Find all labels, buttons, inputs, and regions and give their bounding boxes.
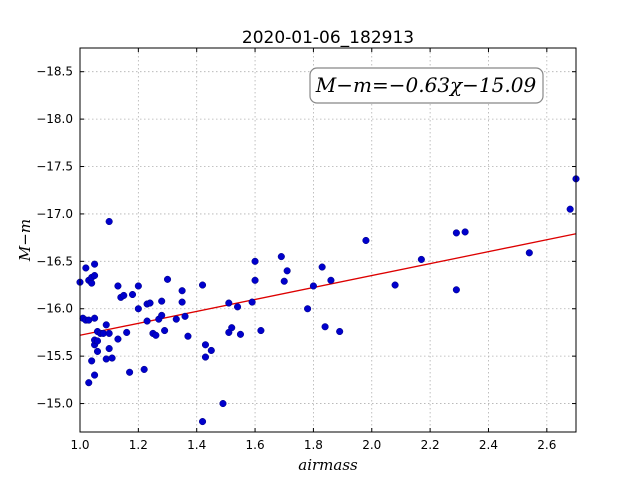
data-point (236, 330, 245, 338)
data-point (391, 281, 399, 289)
x-tick-label: 1.8 (304, 438, 323, 452)
data-point (318, 263, 326, 271)
data-point (91, 371, 99, 379)
data-point (105, 329, 113, 337)
data-point (161, 326, 169, 335)
data-point (207, 346, 215, 355)
data-point (327, 276, 335, 284)
data-point (321, 323, 329, 331)
data-point (178, 287, 186, 295)
annotation-frame (309, 67, 544, 104)
data-point (163, 275, 172, 283)
x-axis-label: airmass (298, 456, 358, 474)
data-point (82, 264, 90, 272)
data-point (228, 324, 236, 332)
y-tick-label: −17.5 (36, 160, 73, 174)
data-point (417, 255, 425, 263)
data-point (201, 341, 210, 349)
data-point (225, 299, 233, 307)
x-tick-label: 1.2 (129, 438, 148, 452)
data-point (184, 332, 192, 340)
data-point (452, 229, 460, 237)
data-point (120, 291, 128, 300)
data-point (566, 205, 574, 213)
data-point (126, 368, 134, 376)
data-point (85, 379, 93, 387)
data-point (248, 298, 256, 306)
data-point (277, 253, 285, 261)
plot-frame (79, 47, 577, 433)
data-point (143, 317, 151, 325)
data-point (102, 321, 110, 329)
data-point (128, 290, 137, 299)
data-point (158, 297, 166, 305)
data-point (88, 357, 96, 365)
y-tick-label: −18.0 (36, 112, 73, 126)
x-tick-label: 2.4 (479, 438, 498, 452)
data-point (102, 355, 110, 363)
data-point (152, 331, 160, 339)
data-point (234, 303, 242, 311)
data-point (309, 282, 317, 290)
y-tick-label: −15.5 (36, 349, 73, 363)
data-point (158, 311, 166, 319)
y-tick-label: −16.5 (36, 254, 73, 268)
y-axis-label: M−m (16, 219, 34, 262)
data-point (283, 267, 291, 275)
data-point (257, 326, 265, 335)
data-point (140, 365, 148, 373)
x-tick-label: 1.6 (246, 438, 265, 452)
data-point (134, 305, 142, 313)
chart-title: 2020-01-06_182913 (242, 28, 414, 48)
data-point (91, 314, 99, 322)
data-point (362, 236, 370, 245)
data-point (525, 249, 533, 257)
data-point (146, 299, 154, 307)
data-point (280, 277, 288, 285)
data-point (105, 345, 113, 353)
data-point (452, 286, 460, 294)
x-ticks: 1.0 1.2 1.4 1.6 1.8 2.0 2.2 2.4 2.6 (70, 48, 556, 452)
data-point (105, 217, 113, 226)
data-point (108, 354, 116, 362)
y-tick-label: −18.5 (36, 65, 73, 79)
x-tick-label: 2.2 (421, 438, 440, 452)
data-point (219, 400, 227, 408)
data-point (91, 260, 99, 268)
data-point (134, 282, 142, 290)
y-tick-label: −17.0 (36, 207, 73, 221)
x-tick-label: 2.6 (537, 438, 556, 452)
data-point (114, 335, 122, 343)
data-point (172, 315, 180, 323)
x-tick-label: 2.0 (362, 438, 381, 452)
data-point (201, 353, 210, 361)
data-point (251, 276, 259, 284)
data-point (336, 327, 344, 336)
data-point (251, 257, 259, 265)
data-point (181, 312, 189, 320)
data-point (198, 281, 207, 289)
y-tick-label: −15.0 (36, 397, 73, 411)
data-point (304, 305, 312, 313)
annotation-box: M−m=−0.63χ−15.09 (309, 67, 544, 104)
x-tick-label: 1.0 (70, 438, 89, 452)
data-point (461, 228, 469, 236)
x-tick-label: 1.4 (187, 438, 206, 452)
y-tick-label: −16.0 (36, 302, 73, 316)
data-point (93, 337, 102, 345)
data-point (91, 272, 99, 280)
grid (79, 48, 576, 432)
data-point (123, 328, 131, 336)
y-ticks: −15.0 −15.5 −16.0 −16.5 −17.0 −17.5 −18.0 −18.5 (36, 65, 576, 411)
data-point (198, 418, 207, 426)
data-point (114, 282, 122, 290)
data-point (93, 347, 102, 355)
data-points (76, 175, 580, 426)
data-point (178, 298, 186, 306)
annotation-text: M−m=−0.63χ−15.09 (315, 73, 537, 97)
